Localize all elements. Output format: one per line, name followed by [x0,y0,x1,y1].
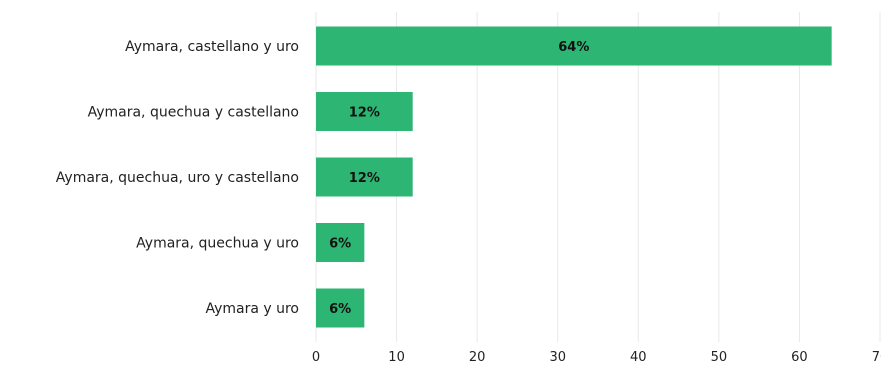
bars [316,26,832,328]
x-tick-label: 10 [388,350,405,365]
x-tick-label: 50 [711,350,728,365]
bar [316,157,413,197]
x-tick-label: 0 [312,350,320,365]
category-label: Aymara, quechua y uro [136,236,299,252]
x-tick-labels: 0 10 20 30 40 50 60 70 [312,350,881,365]
bar-value-label: 12% [349,106,380,121]
x-tick-label: 60 [791,350,808,365]
category-label: Aymara, quechua, uro y castellano [56,170,299,186]
bar [316,223,365,262]
category-label: Aymara y uro [205,301,299,317]
bar-value-label: 64% [558,40,589,55]
x-tick-label: 20 [469,350,486,365]
category-label: Aymara, castellano y uro [125,39,299,55]
bar [316,26,832,66]
category-label: Aymara, quechua y castellano [88,105,299,121]
data-labels: 64% 12% 12% 6% 6% [329,40,589,317]
x-tick-label: 70 [872,350,881,365]
bar-value-label: 12% [349,171,380,186]
category-labels: Aymara, castellano y uro Aymara, quechua … [56,39,299,317]
bar-value-label: 6% [329,237,351,252]
x-tick-label: 40 [630,350,647,365]
bar-value-label: 6% [329,302,351,317]
bar [316,92,413,131]
bar [316,288,365,328]
x-tick-label: 30 [549,350,566,365]
gridlines [315,12,881,342]
